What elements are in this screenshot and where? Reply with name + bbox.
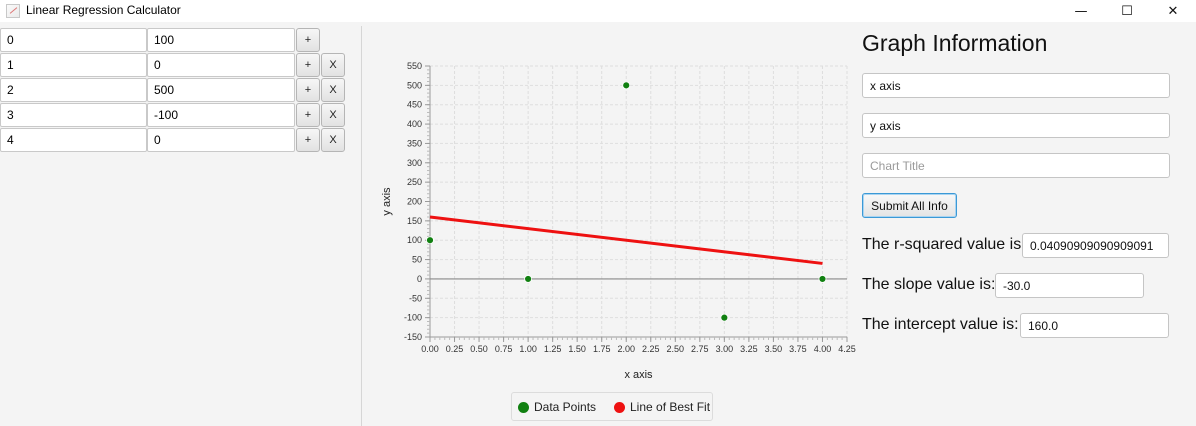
best-fit-line [429, 215, 823, 265]
legend-label: Line of Best Fit [630, 400, 711, 414]
x-tick-label: 3.00 [716, 344, 734, 354]
remove-row-button[interactable]: X [321, 53, 345, 77]
x-tick-label: 1.50 [568, 344, 586, 354]
y-tick-label: 200 [407, 197, 422, 207]
data-point [524, 275, 533, 283]
x-axis-input[interactable]: x axis [862, 73, 1170, 98]
y-axis-label: y axis [381, 187, 393, 216]
remove-row-button[interactable]: X [321, 78, 345, 102]
y-tick-label: 400 [407, 119, 422, 129]
x-tick-label: 3.75 [789, 344, 807, 354]
add-row-button[interactable]: + [296, 78, 320, 102]
slope-value-field[interactable]: -30.0 [995, 273, 1144, 298]
x-value-field[interactable]: 1 [0, 53, 147, 77]
x-tick-label: 2.25 [642, 344, 660, 354]
regression-chart: 0.00 0.25 0.50 0.75 1.00 1.25 1.50 1.75 2.00 2.25… [381, 61, 856, 381]
y-tick-label: -100 [404, 313, 422, 323]
data-row: 0 100 + [0, 28, 362, 52]
intercept-label: The intercept value is: [862, 316, 1019, 333]
x-tick-label: 0.00 [421, 344, 439, 354]
minimize-button[interactable]: — [1074, 3, 1088, 19]
x-tick-label: 2.00 [617, 344, 635, 354]
tick-labels: 0.00 0.25 0.50 0.75 1.00 1.25 1.50 1.75 2.00 2.25… [404, 61, 856, 354]
y-value-field[interactable]: 100 [147, 28, 295, 52]
legend-swatch [614, 401, 625, 413]
y-tick-label: 550 [407, 61, 422, 71]
title-bar: Linear Regression Calculator — ☐ ✕ [0, 0, 1196, 22]
add-row-button[interactable]: + [296, 28, 320, 52]
x-tick-label: 3.25 [740, 344, 758, 354]
add-row-button[interactable]: + [296, 53, 320, 77]
legend-swatch [518, 401, 529, 413]
x-value-field[interactable]: 3 [0, 103, 147, 127]
remove-row-button[interactable]: X [321, 128, 345, 152]
window-title: Linear Regression Calculator [26, 3, 181, 17]
slope-label: The slope value is: [862, 276, 996, 293]
y-tick-label: 0 [417, 274, 422, 284]
y-tick-label: -50 [409, 293, 422, 303]
legend-label: Data Points [534, 400, 597, 414]
y-axis-input[interactable]: y axis [862, 113, 1170, 138]
chart-legend: Data Points Line of Best Fit [511, 392, 713, 421]
series-layer [426, 81, 827, 322]
x-tick-label: 4.00 [814, 344, 832, 354]
graph-information-heading: Graph Information [862, 30, 1048, 56]
x-value-field[interactable]: 4 [0, 128, 147, 152]
y-value-field[interactable]: 0 [147, 53, 295, 77]
x-tick-label: 0.25 [446, 344, 464, 354]
add-row-button[interactable]: + [296, 128, 320, 152]
data-row: 4 0 + X [0, 128, 362, 152]
x-tick-label: 3.50 [765, 344, 783, 354]
data-point [426, 236, 434, 245]
y-value-field[interactable]: -100 [147, 103, 295, 127]
y-value-field[interactable]: 0 [147, 128, 295, 152]
data-row: 2 500 + X [0, 78, 362, 102]
x-tick-label: 2.50 [667, 344, 685, 354]
data-entry-panel: 0 100 + 1 0 + X 2 500 + X 3 -100 + X 4 0… [0, 26, 362, 426]
y-tick-label: 450 [407, 100, 422, 110]
y-tick-label: 350 [407, 138, 422, 148]
close-button[interactable]: ✕ [1167, 3, 1179, 19]
data-row: 1 0 + X [0, 53, 362, 77]
y-value-field[interactable]: 500 [147, 78, 295, 102]
y-tick-label: 100 [407, 235, 422, 245]
add-row-button[interactable]: + [296, 103, 320, 127]
x-tick-label: 1.75 [593, 344, 611, 354]
data-point [818, 275, 827, 283]
x-tick-label: 1.25 [544, 344, 562, 354]
x-tick-label: 1.00 [519, 344, 537, 354]
r-squared-value-field[interactable]: 0.04090909090909091 [1022, 233, 1169, 258]
x-value-field[interactable]: 0 [0, 28, 147, 52]
x-axis-label: x axis [624, 369, 653, 381]
submit-all-info-button[interactable]: Submit All Info [862, 193, 957, 218]
y-tick-label: 300 [407, 158, 422, 168]
r-squared-label: The r-squared value is: [862, 236, 1026, 253]
y-tick-label: 150 [407, 216, 422, 226]
maximize-button[interactable]: ☐ [1121, 3, 1133, 19]
x-tick-label: 0.50 [470, 344, 488, 354]
intercept-value-field[interactable]: 160.0 [1020, 313, 1169, 338]
x-tick-label: 2.75 [691, 344, 709, 354]
legend-item-data-points: Data Points [518, 400, 596, 414]
chart-grid [429, 65, 848, 338]
chart-title-input[interactable]: Chart Title [862, 153, 1170, 178]
y-tick-label: 50 [412, 255, 422, 265]
y-tick-label: 500 [407, 80, 422, 90]
data-point [720, 313, 729, 322]
remove-row-button[interactable]: X [321, 103, 345, 127]
x-tick-label: 0.75 [495, 344, 513, 354]
data-point [622, 81, 631, 90]
legend-item-best-fit: Line of Best Fit [614, 400, 710, 414]
x-value-field[interactable]: 2 [0, 78, 147, 102]
y-tick-label: 250 [407, 177, 422, 187]
y-tick-label: -150 [404, 332, 422, 342]
app-icon [6, 4, 20, 18]
data-row: 3 -100 + X [0, 103, 362, 127]
x-tick-label: 4.25 [838, 344, 856, 354]
